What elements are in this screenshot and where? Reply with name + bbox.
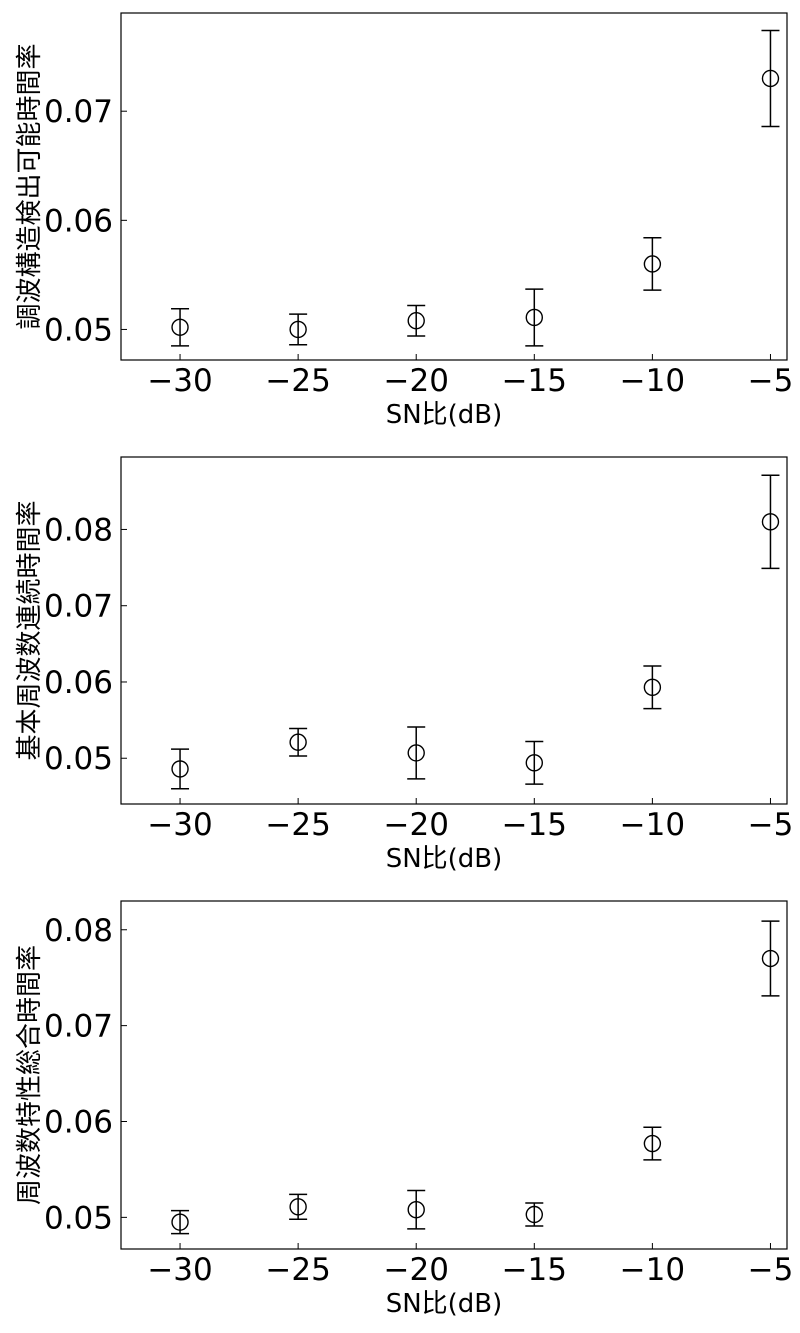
data-point <box>407 312 425 330</box>
data-point <box>643 1134 662 1153</box>
y-tick-label: 0.06 <box>44 1104 113 1140</box>
y-tick-label: 0.05 <box>44 1200 113 1236</box>
x-tick-label: −30 <box>147 1252 212 1288</box>
x-tick-label: −25 <box>265 1252 330 1288</box>
data-point <box>761 513 780 531</box>
x-tick-label: −5 <box>748 363 794 399</box>
y-tick-label: 0.05 <box>44 741 113 777</box>
data-point <box>525 308 543 327</box>
chart-panel-3: −30 −25 −20 −15 −10 −5 0.05 0.06 0.07 0.08 SN比(dB)… <box>15 900 794 1319</box>
data-point <box>761 949 780 968</box>
chart-panel-1: −30 −25 −20 −15 −10 −5 0.05 0.06 0.07 SN比(dB) 調波構造… <box>15 12 794 430</box>
x-tick-label: −20 <box>384 807 449 843</box>
data-point <box>525 754 543 772</box>
data-point <box>643 678 662 697</box>
data-point <box>407 744 425 762</box>
x-tick-label: −15 <box>502 363 567 399</box>
x-tick-label: −10 <box>620 807 685 843</box>
y-tick-label: 0.08 <box>44 512 113 548</box>
data-point <box>289 320 307 339</box>
x-tick-label: −30 <box>147 363 212 399</box>
plot-frame <box>120 456 788 805</box>
data-point <box>171 760 189 778</box>
data-point <box>171 318 189 336</box>
x-tick-label: −20 <box>384 363 449 399</box>
x-tick-label: −5 <box>748 807 794 843</box>
data-point <box>525 1205 543 1224</box>
x-tick-label: −10 <box>620 363 685 399</box>
x-axis-label: SN比(dB) <box>386 1289 503 1319</box>
data-point <box>407 1200 425 1219</box>
x-tick-label: −15 <box>502 1252 567 1288</box>
y-axis-label: 周波数特性総合時間率 <box>15 945 45 1205</box>
plot-frame <box>120 900 788 1250</box>
y-tick-label: 0.06 <box>44 203 113 239</box>
data-point <box>171 1213 189 1231</box>
x-tick-label: −30 <box>147 807 212 843</box>
chart-panel-2: −30 −25 −20 −15 −10 −5 0.05 0.06 0.07 0.08 SN比(dB)… <box>15 456 794 874</box>
x-tick-label: −25 <box>265 807 330 843</box>
x-axis-label: SN比(dB) <box>386 844 503 874</box>
y-tick-label: 0.08 <box>44 913 113 949</box>
data-point <box>289 733 307 751</box>
y-axis-label: 基本周波数連続時間率 <box>15 500 45 760</box>
x-tick-label: −25 <box>265 363 330 399</box>
plot-frame <box>120 12 788 361</box>
x-axis-label: SN比(dB) <box>386 400 503 430</box>
data-point <box>761 69 780 88</box>
data-point <box>289 1198 307 1216</box>
x-tick-label: −10 <box>620 1252 685 1288</box>
y-tick-label: 0.07 <box>44 589 113 625</box>
x-tick-label: −20 <box>384 1252 449 1288</box>
data-point <box>643 255 662 273</box>
y-tick-label: 0.06 <box>44 665 113 701</box>
y-tick-label: 0.05 <box>44 312 113 348</box>
y-axis-label: 調波構造検出可能時間率 <box>15 43 45 329</box>
x-tick-label: −5 <box>748 1252 794 1288</box>
x-tick-label: −15 <box>502 807 567 843</box>
y-tick-label: 0.07 <box>44 1009 113 1045</box>
y-tick-label: 0.07 <box>44 94 113 130</box>
